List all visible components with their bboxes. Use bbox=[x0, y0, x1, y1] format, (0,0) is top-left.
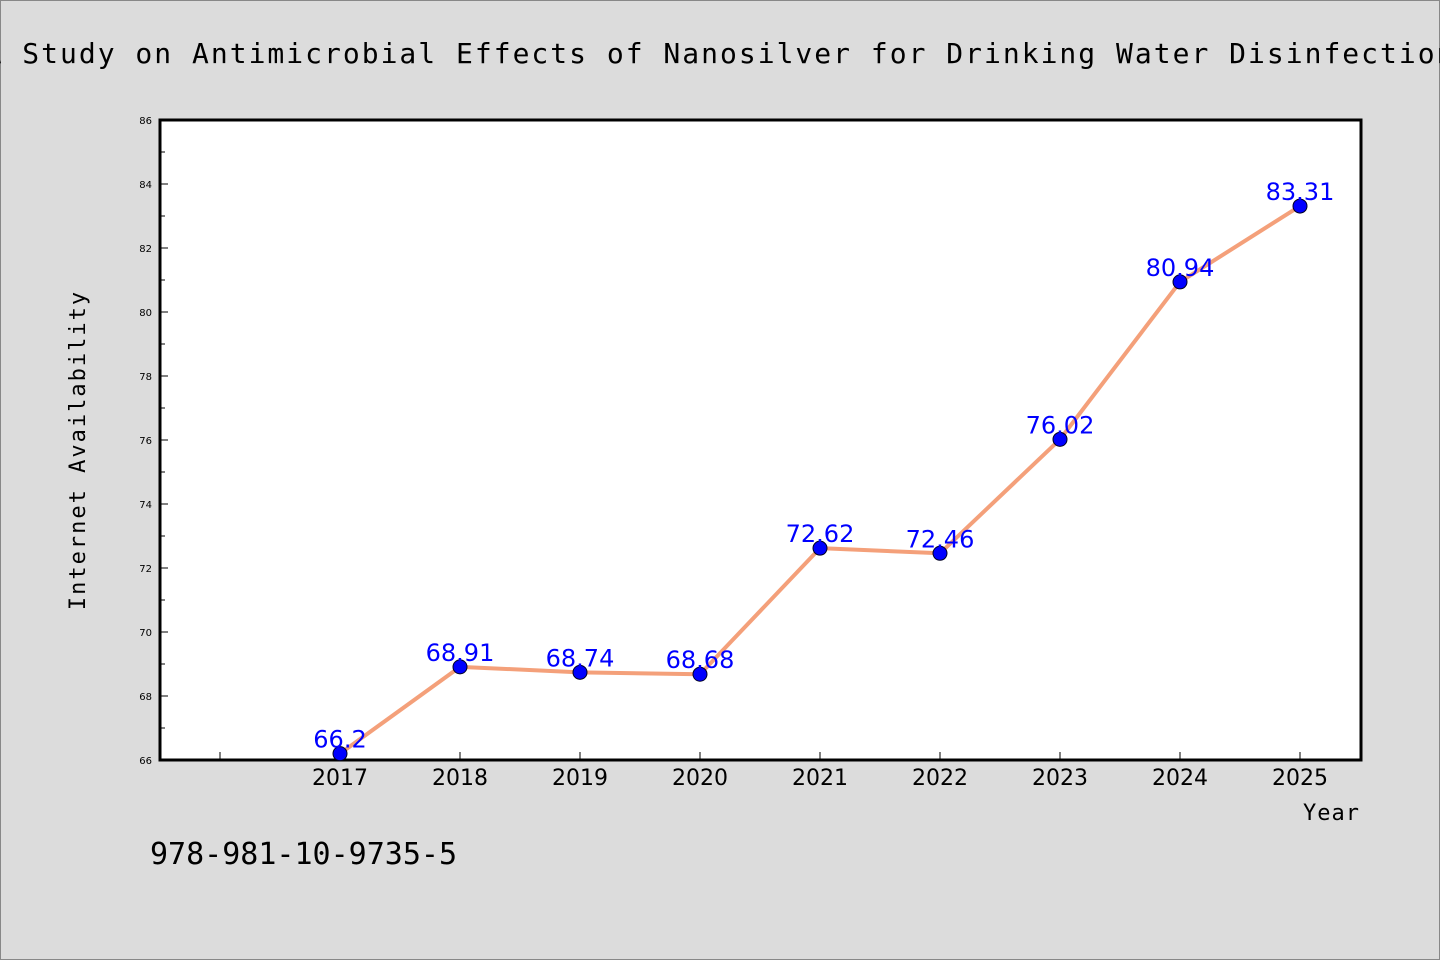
y-axis-label: Internet Availability bbox=[66, 290, 91, 610]
y-tick-label: 68 bbox=[139, 692, 152, 703]
data-labels: 66.2 68.91 68.74 68.68 72.62 72.46 76.02 80.94 8… bbox=[313, 178, 1334, 754]
x-tick-label: 2019 bbox=[552, 766, 608, 791]
y-tick-label: 78 bbox=[139, 372, 152, 383]
y-tick-label: 82 bbox=[139, 244, 152, 255]
data-point bbox=[332, 746, 348, 762]
x-tick-label: 2022 bbox=[912, 766, 968, 791]
data-point bbox=[1172, 274, 1188, 290]
x-tick-label: 2017 bbox=[312, 766, 368, 791]
y-tick-label: 66 bbox=[139, 756, 152, 767]
y-tick-label: 70 bbox=[139, 628, 152, 639]
data-label: 68.68 bbox=[666, 646, 735, 674]
y-tick-label: 72 bbox=[139, 564, 152, 575]
data-label: 72.46 bbox=[906, 525, 975, 553]
y-tick-label: 86 bbox=[139, 116, 152, 127]
data-point bbox=[572, 664, 588, 680]
data-label: 72.62 bbox=[786, 520, 855, 548]
data-point bbox=[932, 545, 948, 561]
data-point bbox=[1292, 198, 1308, 214]
data-point bbox=[812, 540, 828, 556]
y-tick-label: 80 bbox=[139, 308, 152, 319]
data-markers bbox=[332, 198, 1308, 762]
y-axis: 66 68 70 72 74 76 78 80 82 84 86 bbox=[139, 116, 168, 767]
data-label: 66.2 bbox=[313, 726, 366, 754]
data-point bbox=[1052, 431, 1068, 447]
x-tick-label: 2020 bbox=[672, 766, 728, 791]
x-tick-label: 2023 bbox=[1032, 766, 1088, 791]
data-point bbox=[452, 659, 468, 675]
y-tick-label: 74 bbox=[139, 500, 152, 511]
x-axis-label: Year bbox=[1303, 801, 1360, 826]
x-tick-label: 2021 bbox=[792, 766, 848, 791]
data-label: 68.74 bbox=[546, 644, 615, 672]
x-axis: 2017 2018 2019 2020 2021 2022 2023 2024 2025 bbox=[219, 752, 1328, 791]
data-label: 83.31 bbox=[1266, 178, 1335, 206]
data-label: 80.94 bbox=[1146, 254, 1215, 282]
x-tick-label: 2025 bbox=[1272, 766, 1328, 791]
y-tick-label: 76 bbox=[139, 436, 152, 447]
data-point bbox=[692, 666, 708, 682]
y-tick-label: 84 bbox=[139, 180, 152, 191]
data-label: 76.02 bbox=[1026, 411, 1095, 439]
x-tick-label: 2024 bbox=[1152, 766, 1208, 791]
isbn-footnote: 978-981-10-9735-5 bbox=[150, 837, 457, 872]
data-label: 68.91 bbox=[426, 639, 495, 667]
chart-title: A Study on Antimicrobial Effects of Nano… bbox=[0, 37, 1440, 70]
x-tick-label: 2018 bbox=[432, 766, 488, 791]
plot-area bbox=[158, 118, 1363, 762]
